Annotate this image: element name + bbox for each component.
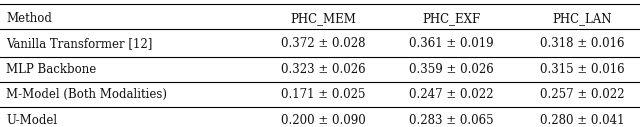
Text: PHC_EXF: PHC_EXF <box>422 12 481 25</box>
Text: 0.323 ± 0.026: 0.323 ± 0.026 <box>281 63 365 76</box>
Text: 0.283 ± 0.065: 0.283 ± 0.065 <box>409 114 493 126</box>
Text: 0.247 ± 0.022: 0.247 ± 0.022 <box>409 88 493 101</box>
Text: 0.359 ± 0.026: 0.359 ± 0.026 <box>409 63 493 76</box>
Text: 0.280 ± 0.041: 0.280 ± 0.041 <box>540 114 625 126</box>
Text: M-Model (Both Modalities): M-Model (Both Modalities) <box>6 88 168 101</box>
Text: MLP Backbone: MLP Backbone <box>6 63 97 76</box>
Text: 0.361 ± 0.019: 0.361 ± 0.019 <box>409 37 493 50</box>
Text: Vanilla Transformer [12]: Vanilla Transformer [12] <box>6 37 153 50</box>
Text: PHC_MEM: PHC_MEM <box>291 12 356 25</box>
Text: U-Model: U-Model <box>6 114 58 126</box>
Text: 0.171 ± 0.025: 0.171 ± 0.025 <box>281 88 365 101</box>
Text: 0.318 ± 0.016: 0.318 ± 0.016 <box>540 37 625 50</box>
Text: Method: Method <box>6 12 52 25</box>
Text: 0.372 ± 0.028: 0.372 ± 0.028 <box>281 37 365 50</box>
Text: PHC_LAN: PHC_LAN <box>553 12 612 25</box>
Text: 0.315 ± 0.016: 0.315 ± 0.016 <box>540 63 625 76</box>
Text: 0.200 ± 0.090: 0.200 ± 0.090 <box>281 114 365 126</box>
Text: 0.257 ± 0.022: 0.257 ± 0.022 <box>540 88 625 101</box>
